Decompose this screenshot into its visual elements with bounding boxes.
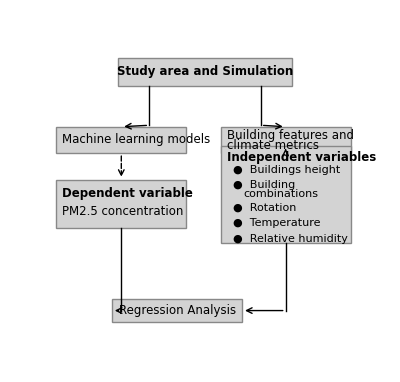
Text: Study area and Simulation: Study area and Simulation <box>117 65 293 78</box>
Text: climate metrics: climate metrics <box>227 139 319 152</box>
Text: ●  Rotation: ● Rotation <box>233 203 296 213</box>
FancyBboxPatch shape <box>56 127 186 153</box>
Text: combinations: combinations <box>244 189 319 199</box>
Text: Machine learning models: Machine learning models <box>62 133 211 146</box>
Text: Dependent variable: Dependent variable <box>62 187 193 200</box>
Text: Building features and: Building features and <box>227 129 354 142</box>
Text: ●  Buildings height: ● Buildings height <box>233 165 340 175</box>
Text: ●  Building: ● Building <box>233 180 295 190</box>
FancyBboxPatch shape <box>56 180 186 228</box>
FancyBboxPatch shape <box>220 146 351 243</box>
Text: Regression Analysis: Regression Analysis <box>118 304 236 317</box>
Text: ●  Temperature: ● Temperature <box>233 218 320 228</box>
Text: ●  Relative humidity: ● Relative humidity <box>233 233 348 243</box>
FancyBboxPatch shape <box>112 299 242 322</box>
Text: PM2.5 concentration: PM2.5 concentration <box>62 205 184 218</box>
FancyBboxPatch shape <box>220 127 351 153</box>
Text: Independent variables: Independent variables <box>227 151 376 164</box>
FancyBboxPatch shape <box>118 58 292 86</box>
